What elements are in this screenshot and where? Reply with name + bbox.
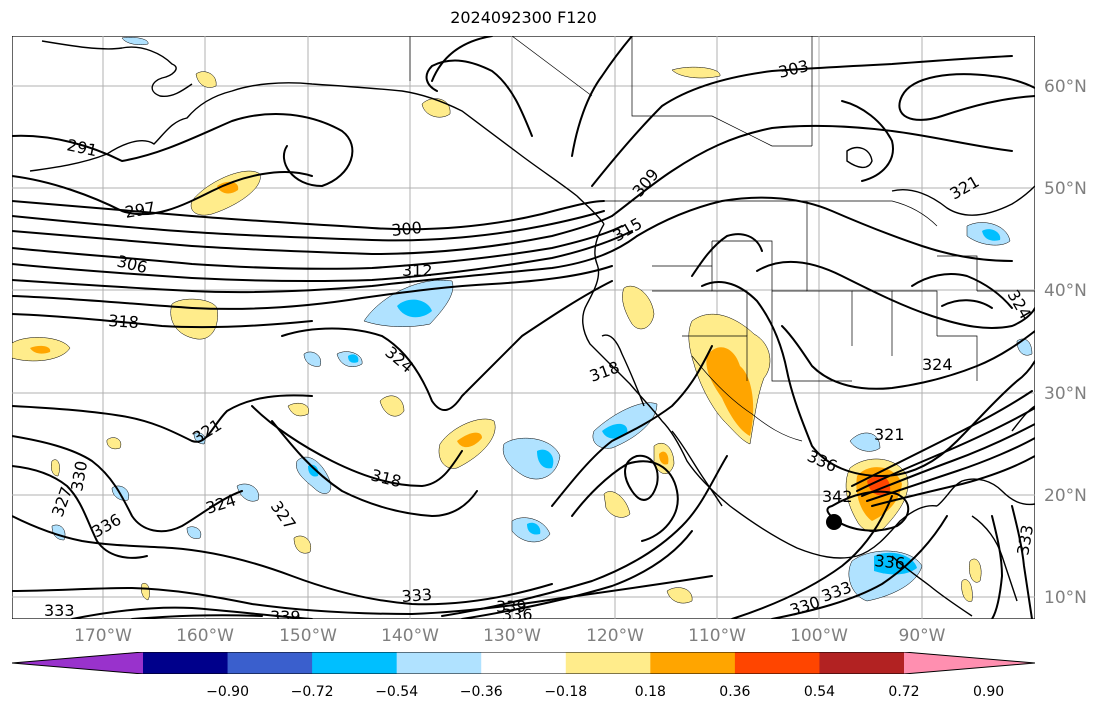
contour-label: 300 <box>390 218 422 240</box>
lat-tick-label: 40°N <box>1044 281 1087 301</box>
lat-tick-label: 10°N <box>1044 588 1087 608</box>
colorbar-segments <box>12 652 1035 674</box>
contour-312 <box>12 235 638 294</box>
contour-label: 324 <box>922 355 953 374</box>
colorbar-segment <box>396 652 482 674</box>
colorbar-tick-label: −0.90 <box>206 684 249 700</box>
contour-309 <box>611 124 1013 217</box>
lat-tick-label: 20°N <box>1044 486 1087 506</box>
colorbar-segment <box>12 652 143 674</box>
contour-333 <box>1011 505 1033 619</box>
colorbar-segment <box>734 652 820 674</box>
lon-tick-label: 140°W <box>381 626 439 646</box>
plot-title: 2024092300 F120 <box>450 8 597 27</box>
contour-291 <box>12 112 354 188</box>
contour-306 <box>12 225 623 270</box>
colorbar-tick-label: 0.18 <box>634 684 666 700</box>
colorbar-tick-label: −0.18 <box>544 684 588 700</box>
lon-tick-label: 120°W <box>586 626 644 646</box>
colorbar-segment <box>481 652 567 674</box>
colorbar-segment <box>650 652 736 674</box>
height-contours <box>12 36 1035 619</box>
positive-anomaly-shading <box>12 66 982 604</box>
colorbar-segment <box>819 652 905 674</box>
contour-321b <box>701 281 1035 478</box>
colorbar <box>12 652 1035 674</box>
colorbar-tick-label: −0.72 <box>290 684 334 700</box>
contour-324 <box>281 280 613 411</box>
colorbar-segment <box>565 652 651 674</box>
contour-321 <box>12 394 313 443</box>
lon-tick-label: 150°W <box>279 626 337 646</box>
contour-297 <box>12 170 313 216</box>
contour-label: 333 <box>401 585 433 606</box>
lon-tick-label: 100°W <box>790 626 848 646</box>
lon-tick-label: 170°W <box>74 626 132 646</box>
contour-318 <box>12 313 313 329</box>
colorbar-tick-label: 0.90 <box>972 684 1005 700</box>
map-panel: 291 297 300 306 312 318 324 321 303 309 … <box>12 36 1035 619</box>
colorbar-tick-label: −0.36 <box>459 684 503 700</box>
contour-315 <box>636 196 1013 262</box>
contour-label: 312 <box>402 261 433 280</box>
lat-tick-label: 50°N <box>1044 179 1087 199</box>
contour-label: 333 <box>1013 523 1035 556</box>
coastlines <box>29 40 1035 617</box>
colorbar-tick-label: 0.72 <box>888 684 920 700</box>
contour-324b <box>756 260 1035 329</box>
contour-300 <box>12 200 605 231</box>
colorbar-segment <box>227 652 313 674</box>
contour-labels: 291 297 300 306 312 318 324 321 303 309 … <box>44 56 1035 619</box>
contour-label: 336 <box>502 605 533 619</box>
contour-label: 342 <box>822 487 853 506</box>
contour-339 <box>731 495 893 619</box>
contour-label: 318 <box>108 311 140 332</box>
political-borders <box>409 36 1035 442</box>
lon-tick-label: 160°W <box>176 626 234 646</box>
contour-label: 336 <box>874 551 906 573</box>
contour-label: 333 <box>44 601 75 619</box>
colorbar-tick-label: 0.54 <box>803 684 836 700</box>
colorbar-segment <box>312 652 398 674</box>
lat-tick-label: 60°N <box>1044 77 1087 97</box>
colorbar-tick-label: 0.36 <box>719 684 751 700</box>
contour-303 <box>591 55 1013 187</box>
storm-center-dot <box>826 514 842 530</box>
colorbar-segment <box>143 652 229 674</box>
colorbar-tick-label: −0.54 <box>375 684 419 700</box>
contour-330 <box>12 465 148 559</box>
contour-label: 339 <box>496 597 527 616</box>
contour-label: 339 <box>270 607 301 619</box>
lat-tick-label: 30°N <box>1044 384 1087 404</box>
gridlines <box>12 36 1035 619</box>
contour-318b <box>251 405 463 488</box>
lon-tick-label: 90°W <box>898 626 946 646</box>
lon-tick-label: 130°W <box>483 626 541 646</box>
colorbar-segment <box>904 652 1035 674</box>
contour-label: 321 <box>874 425 905 444</box>
lon-tick-label: 110°W <box>688 626 746 646</box>
contour-336 <box>12 515 553 606</box>
